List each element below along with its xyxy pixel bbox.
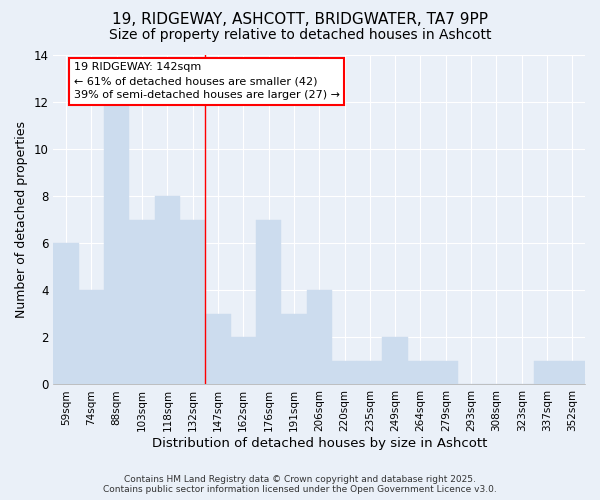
Bar: [535, 361, 560, 384]
Bar: [281, 314, 307, 384]
Bar: [408, 361, 433, 384]
Bar: [332, 361, 357, 384]
Bar: [230, 338, 256, 384]
Text: 19, RIDGEWAY, ASHCOTT, BRIDGWATER, TA7 9PP: 19, RIDGEWAY, ASHCOTT, BRIDGWATER, TA7 9…: [112, 12, 488, 28]
Bar: [382, 338, 408, 384]
Bar: [560, 361, 585, 384]
Bar: [205, 314, 230, 384]
Text: Size of property relative to detached houses in Ashcott: Size of property relative to detached ho…: [109, 28, 491, 42]
Bar: [53, 244, 79, 384]
Bar: [307, 290, 332, 384]
Text: Contains HM Land Registry data © Crown copyright and database right 2025.
Contai: Contains HM Land Registry data © Crown c…: [103, 474, 497, 494]
Bar: [79, 290, 104, 384]
Text: 19 RIDGEWAY: 142sqm
← 61% of detached houses are smaller (42)
39% of semi-detach: 19 RIDGEWAY: 142sqm ← 61% of detached ho…: [74, 62, 340, 100]
Y-axis label: Number of detached properties: Number of detached properties: [15, 121, 28, 318]
Bar: [357, 361, 382, 384]
Bar: [433, 361, 458, 384]
Bar: [180, 220, 205, 384]
Bar: [130, 220, 155, 384]
X-axis label: Distribution of detached houses by size in Ashcott: Distribution of detached houses by size …: [152, 437, 487, 450]
Bar: [256, 220, 281, 384]
Bar: [104, 102, 130, 385]
Bar: [155, 196, 180, 384]
